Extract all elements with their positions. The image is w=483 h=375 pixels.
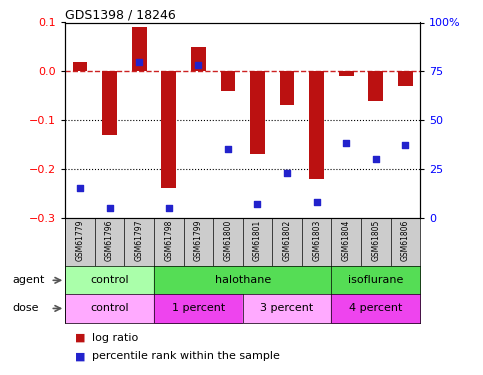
Bar xyxy=(280,71,295,105)
Point xyxy=(106,205,114,211)
Point xyxy=(342,140,350,146)
Bar xyxy=(132,27,146,71)
Text: GSM61801: GSM61801 xyxy=(253,220,262,261)
Bar xyxy=(369,71,383,100)
Text: dose: dose xyxy=(12,303,39,313)
Text: GDS1398 / 18246: GDS1398 / 18246 xyxy=(65,8,176,21)
Point xyxy=(76,185,84,191)
Text: control: control xyxy=(90,303,129,313)
Text: halothane: halothane xyxy=(214,275,271,285)
Point xyxy=(283,170,291,176)
Point xyxy=(135,58,143,64)
Bar xyxy=(339,71,354,76)
Text: GSM61802: GSM61802 xyxy=(283,220,292,261)
Bar xyxy=(221,71,235,91)
Text: GSM61799: GSM61799 xyxy=(194,220,203,261)
Bar xyxy=(309,71,324,178)
Text: GSM61796: GSM61796 xyxy=(105,220,114,261)
Text: GSM61798: GSM61798 xyxy=(164,220,173,261)
Text: 3 percent: 3 percent xyxy=(260,303,313,313)
Point xyxy=(165,205,172,211)
Text: 4 percent: 4 percent xyxy=(349,303,402,313)
Text: GSM61804: GSM61804 xyxy=(342,220,351,261)
Point xyxy=(401,142,409,148)
Bar xyxy=(398,71,413,86)
Bar xyxy=(72,62,87,71)
Text: GSM61800: GSM61800 xyxy=(224,220,232,261)
Text: agent: agent xyxy=(12,275,44,285)
Point xyxy=(313,199,321,205)
Bar xyxy=(161,71,176,188)
Text: GSM61805: GSM61805 xyxy=(371,220,380,261)
Point xyxy=(195,62,202,68)
Text: ■: ■ xyxy=(75,333,85,342)
Text: GSM61797: GSM61797 xyxy=(135,220,143,261)
Point xyxy=(372,156,380,162)
Point xyxy=(254,201,261,207)
Text: GSM61806: GSM61806 xyxy=(401,220,410,261)
Bar xyxy=(191,47,206,71)
Bar xyxy=(250,71,265,154)
Bar xyxy=(102,71,117,135)
Text: percentile rank within the sample: percentile rank within the sample xyxy=(92,351,280,361)
Text: 1 percent: 1 percent xyxy=(172,303,225,313)
Text: log ratio: log ratio xyxy=(92,333,138,342)
Point xyxy=(224,146,232,152)
Text: ■: ■ xyxy=(75,351,85,361)
Text: GSM61779: GSM61779 xyxy=(75,220,85,261)
Text: GSM61803: GSM61803 xyxy=(312,220,321,261)
Text: control: control xyxy=(90,275,129,285)
Text: isoflurane: isoflurane xyxy=(348,275,403,285)
